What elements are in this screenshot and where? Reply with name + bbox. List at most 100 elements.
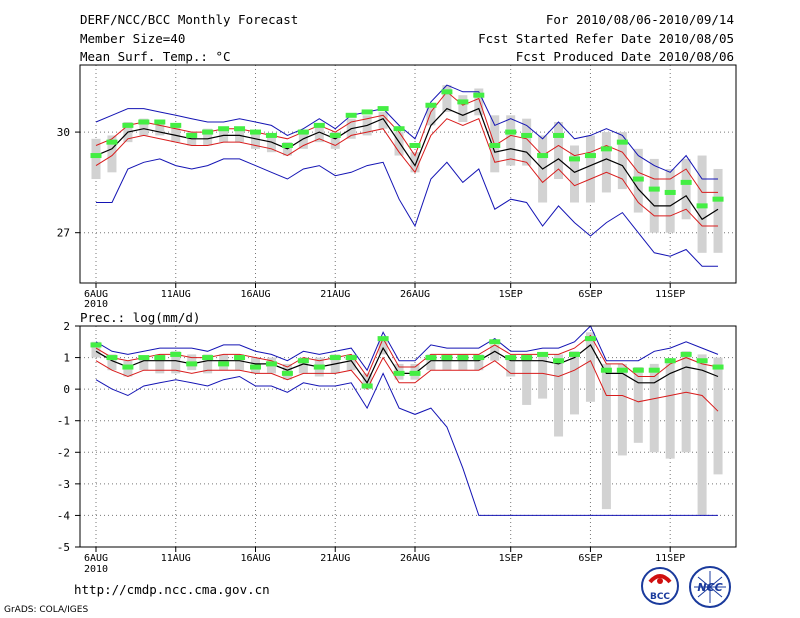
spread-box xyxy=(298,132,308,149)
ensemble-mean-marker xyxy=(250,129,261,135)
spread-box xyxy=(362,373,372,390)
spread-box xyxy=(139,357,149,371)
bcc-logo: BCC xyxy=(641,567,679,605)
spread-box xyxy=(585,332,595,402)
ensemble-mean-marker xyxy=(138,355,150,361)
spread-box xyxy=(570,145,579,203)
series-blue-min-line xyxy=(96,158,718,267)
x-tick-label: 16AUG xyxy=(240,553,270,564)
series-median-line xyxy=(95,107,719,221)
spread-box xyxy=(665,168,675,233)
spread-box xyxy=(713,168,723,253)
x-tick-label: 11SEP xyxy=(655,289,685,300)
spread-box xyxy=(665,360,675,459)
ensemble-mean-marker xyxy=(600,146,612,152)
precipitation-panel-title: Prec.: log(mm/d) xyxy=(80,310,200,325)
spread-box xyxy=(490,344,500,361)
chart-title: DERF/NCC/BCC Monthly Forecast xyxy=(80,12,299,27)
ensemble-mean-marker xyxy=(361,383,373,389)
spread-box xyxy=(554,122,564,180)
x-tick-label: 6AUG xyxy=(84,553,108,564)
spread-box xyxy=(601,363,611,510)
series-red-lower-line xyxy=(95,356,719,412)
y-tick-label: -2 xyxy=(57,446,70,459)
x-tick-label: 26AUG xyxy=(400,289,430,300)
spread-box xyxy=(378,338,388,355)
spread-box xyxy=(522,354,532,405)
ensemble-mean-marker xyxy=(521,132,533,138)
y-tick-label: -1 xyxy=(57,415,70,428)
ensemble-mean-marker xyxy=(505,129,517,135)
y-tick-label: 2 xyxy=(63,320,70,333)
ensemble-mean-marker xyxy=(441,89,453,95)
spread-box xyxy=(617,363,627,456)
ensemble-mean-marker xyxy=(393,370,405,376)
series-median-line xyxy=(95,343,719,384)
ensemble-mean-marker xyxy=(632,367,644,373)
ensemble-mean-marker xyxy=(106,355,118,361)
ncc-logo-text: NCC xyxy=(697,581,722,594)
spread-box xyxy=(538,354,548,399)
spread-box xyxy=(314,125,324,143)
spread-box xyxy=(554,354,564,437)
ensemble-mean-marker xyxy=(680,351,692,357)
series-blue-max-line xyxy=(95,84,718,180)
temperature-panel-title: Mean Surf. Temp.: °C xyxy=(80,49,231,64)
ensemble-mean-marker xyxy=(553,358,565,364)
ensemble-mean-marker xyxy=(616,367,628,373)
spread-box xyxy=(458,354,468,371)
ncc-logo: NCC xyxy=(689,566,731,608)
ensemble-mean-marker xyxy=(584,153,596,159)
ensemble-mean-marker xyxy=(250,364,261,370)
x-tick-label: 11AUG xyxy=(161,553,191,564)
ensemble-mean-marker xyxy=(234,126,246,132)
ensemble-mean-marker xyxy=(202,129,214,135)
spread-box xyxy=(697,354,707,516)
spread-box xyxy=(330,132,340,149)
fcst-produced-date: Fcst Produced Date 2010/08/06 xyxy=(515,49,734,64)
bcc-logo-text: BCC xyxy=(650,592,670,602)
x-year-label: 2010 xyxy=(84,564,108,575)
spread-box xyxy=(474,354,484,371)
spread-box xyxy=(155,122,165,136)
ensemble-mean-marker xyxy=(218,126,230,132)
spread-box xyxy=(506,357,516,377)
ensemble-mean-marker xyxy=(297,358,309,364)
spread-box xyxy=(522,118,532,166)
plot-frame xyxy=(79,64,737,284)
spread-box xyxy=(346,354,356,371)
series-blue-min-line xyxy=(95,372,718,516)
ensemble-mean-marker xyxy=(473,355,485,361)
spread-box xyxy=(171,125,181,143)
y-tick-label: -5 xyxy=(57,541,70,554)
series-blue-max-line xyxy=(95,325,719,372)
chart-panel-2: 6AUG 11AUG 16AUG 21AUG 26AUG 1SEP 6SEP 11SEP201… xyxy=(57,310,737,575)
spread-box xyxy=(713,357,723,475)
ensemble-mean-marker xyxy=(696,203,708,209)
ensemble-mean-marker xyxy=(170,351,182,357)
ensemble-mean-marker xyxy=(393,126,405,132)
ensemble-mean-marker xyxy=(696,358,708,364)
ensemble-mean-marker xyxy=(106,139,118,145)
y-tick-label: 27 xyxy=(57,227,70,240)
spread-box xyxy=(442,85,452,112)
ensemble-mean-marker xyxy=(377,106,389,112)
ensemble-mean-marker xyxy=(265,132,277,138)
x-tick-label: 21AUG xyxy=(320,289,350,300)
spread-box xyxy=(378,111,388,129)
ensemble-mean-marker xyxy=(90,153,102,159)
ensemble-mean-marker xyxy=(505,355,517,361)
spread-box xyxy=(585,135,595,203)
ensemble-mean-marker xyxy=(616,139,628,145)
ensemble-mean-marker xyxy=(122,122,134,128)
x-tick-label: 26AUG xyxy=(400,553,430,564)
spread-box xyxy=(235,354,245,371)
spread-box xyxy=(107,135,117,173)
ensemble-mean-marker xyxy=(473,92,485,98)
spread-box xyxy=(107,354,117,371)
ensemble-mean-marker xyxy=(489,142,501,148)
website-url[interactable]: http://cmdp.ncc.cma.gov.cn xyxy=(74,582,270,597)
spread-box xyxy=(633,367,643,443)
ensemble-mean-marker xyxy=(170,122,182,128)
y-tick-label: 1 xyxy=(63,352,70,365)
